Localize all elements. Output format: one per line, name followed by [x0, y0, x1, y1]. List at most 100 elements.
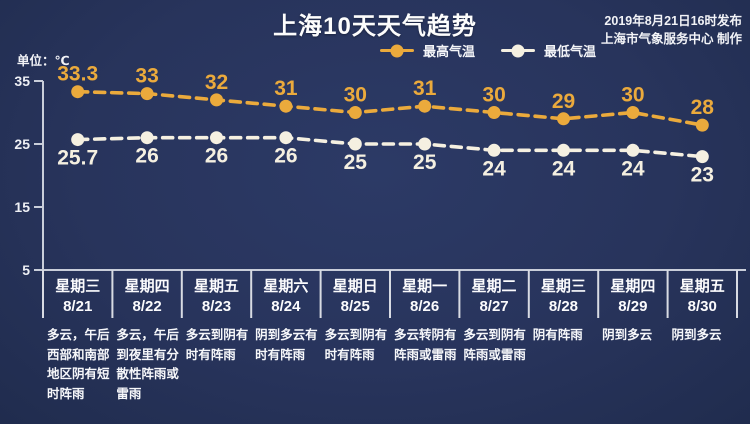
- legend-min-label: 最低气温: [544, 44, 597, 59]
- weather-description: 阴到多云有时有阵雨: [255, 328, 318, 362]
- max-temp-point: [695, 118, 709, 132]
- min-temp-value-label: 23: [691, 164, 714, 187]
- unit-label: 单位：℃: [17, 54, 70, 68]
- max-temp-value-label: 31: [274, 77, 298, 100]
- legend-item-max: 最高气温: [380, 41, 475, 60]
- max-temp-value-label: 30: [482, 84, 505, 107]
- y-tick-label: 35: [14, 73, 30, 89]
- weather-description: 阴有阵雨: [532, 328, 583, 342]
- min-temp-point: [140, 131, 154, 145]
- day-column: 星期二 8/27 多云到阴有阵雨或雷雨: [459, 270, 528, 404]
- weather-description: 多云到阴有阵雨或雷雨: [463, 328, 526, 362]
- min-temp-value-label: 24: [482, 157, 506, 180]
- date-label: 8/29: [618, 298, 648, 315]
- max-temp-value-label: 33.3: [57, 63, 98, 86]
- min-temp-point: [626, 143, 640, 157]
- min-temp-value-label: 25: [344, 151, 368, 174]
- min-temp-marker-icon: [501, 48, 536, 53]
- chart-legend: 最高气温 最低气温: [380, 41, 596, 60]
- weekday-label: 星期六: [263, 278, 309, 295]
- date-label: 8/24: [271, 298, 301, 315]
- min-temp-line: [75, 135, 705, 159]
- max-temp-point: [140, 87, 154, 101]
- weekday-label: 星期三: [540, 278, 586, 295]
- date-label: 8/25: [340, 298, 370, 315]
- weekday-label: 星期四: [124, 278, 170, 295]
- day-column: 星期五 8/30 阴到多云: [668, 270, 737, 404]
- date-label: 8/26: [410, 298, 440, 315]
- day-column: 星期五 8/23 多云到阴有时有阵雨: [182, 270, 251, 404]
- min-temp-value-label: 26: [205, 145, 228, 168]
- max-temp-value-label: 30: [344, 84, 367, 107]
- weather-description: 多云到阴有时有阵雨: [324, 328, 388, 362]
- max-temp-marker-icon: [380, 48, 414, 53]
- day-column: 星期四 8/22 多云，午后到夜里有分散性阵雨或雷雨: [112, 270, 181, 404]
- issue-info: 2019年8月21日16时发布 上海市气象服务中心 制作: [601, 12, 742, 48]
- max-temp-value-label: 32: [205, 71, 228, 94]
- max-temp-value-label: 28: [691, 96, 715, 119]
- min-temp-point: [695, 150, 709, 164]
- max-temp-point: [348, 106, 362, 119]
- weather-description: 阴到多云: [671, 328, 722, 342]
- max-temp-point: [71, 85, 85, 99]
- weekday-label: 星期一: [402, 278, 448, 295]
- day-column: 星期三 8/28 阴有阵雨: [529, 270, 598, 404]
- y-tick-label: 25: [14, 136, 30, 152]
- min-temp-point: [71, 133, 85, 147]
- weekday-label: 星期五: [193, 278, 239, 295]
- min-temp-value-label: 25: [413, 151, 437, 174]
- date-label: 8/22: [132, 298, 162, 315]
- issue-time-label: 2019年8月21日16时发布: [604, 14, 742, 28]
- weekday-label: 星期日: [332, 278, 378, 295]
- weekday-label: 星期二: [471, 278, 517, 295]
- min-temp-point: [487, 143, 501, 157]
- min-temp-value-label: 24: [621, 157, 645, 180]
- day-column: 星期日 8/25 多云到阴有时有阵雨: [321, 270, 390, 404]
- min-temp-point: [557, 143, 570, 157]
- y-tick-label: 5: [22, 262, 30, 278]
- min-temp-point: [418, 137, 432, 151]
- day-column: 星期四 8/29 阴到多云: [598, 270, 667, 404]
- max-temp-point: [279, 99, 293, 113]
- min-temp-point: [279, 131, 293, 145]
- weather-description: 多云，午后西部和南部地区阴有短时阵雨: [47, 328, 110, 401]
- weather-description: 多云到阴有时有阵雨: [185, 328, 249, 362]
- max-temp-value-label: 30: [621, 84, 644, 107]
- producer-label: 上海市气象服务中心 制作: [601, 32, 742, 46]
- day-column: 星期一 8/26 多云转阴有阵雨或雷雨: [390, 270, 459, 404]
- max-temp-point: [487, 106, 501, 119]
- weekday-label: 星期三: [55, 278, 101, 295]
- date-label: 8/27: [479, 298, 509, 315]
- weather-description: 多云转阴有阵雨或雷雨: [393, 328, 457, 362]
- day-column: 星期六 8/24 阴到多云有时有阵雨: [251, 270, 320, 404]
- max-temp-value-label: 31: [413, 77, 437, 100]
- min-temp-value-label: 26: [274, 145, 297, 168]
- max-temp-point: [418, 99, 432, 113]
- max-temp-point: [557, 112, 570, 126]
- max-temp-line: [75, 89, 705, 127]
- weather-description: 阴到多云: [602, 328, 653, 342]
- date-label: 8/30: [687, 298, 717, 315]
- weekday-label: 星期四: [610, 278, 656, 295]
- page-title: 上海10天天气趋势: [273, 13, 477, 40]
- max-temp-value-label: 33: [135, 65, 158, 88]
- max-temp-point: [626, 106, 640, 119]
- date-label: 8/21: [63, 298, 93, 315]
- y-tick-label: 15: [14, 199, 30, 215]
- min-temp-point: [210, 131, 223, 145]
- date-label: 8/28: [548, 298, 579, 315]
- date-label: 8/23: [201, 298, 232, 315]
- weather-description: 多云，午后到夜里有分散性阵雨或雷雨: [116, 328, 179, 401]
- min-temp-value-label: 25.7: [57, 147, 98, 170]
- day-columns: 星期三 8/21 多云，午后西部和南部地区阴有短时阵雨 星期四 8/22 多云，午后到夜里…: [43, 270, 737, 404]
- max-temp-value-label: 29: [552, 90, 575, 113]
- min-temp-point: [348, 137, 362, 151]
- min-temp-value-label: 26: [135, 145, 158, 168]
- legend-max-label: 最高气温: [423, 44, 476, 59]
- min-temp-value-label: 24: [552, 157, 576, 180]
- day-column: 星期三 8/21 多云，午后西部和南部地区阴有短时阵雨: [43, 270, 112, 404]
- max-temp-point: [210, 93, 223, 107]
- legend-item-min: 最低气温: [501, 41, 596, 60]
